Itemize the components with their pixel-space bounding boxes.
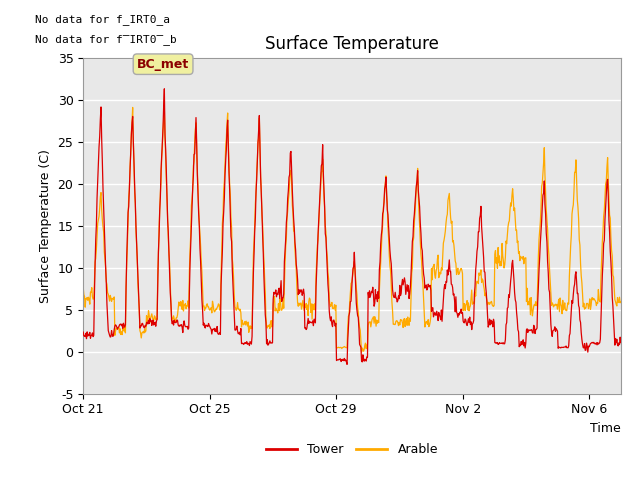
Text: No data for f̅IRT0̅_b: No data for f̅IRT0̅_b <box>35 34 177 45</box>
Legend: Tower, Arable: Tower, Arable <box>261 438 443 461</box>
Text: BC_met: BC_met <box>137 58 189 71</box>
X-axis label: Time: Time <box>590 422 621 435</box>
Y-axis label: Surface Temperature (C): Surface Temperature (C) <box>39 149 52 302</box>
Text: No data for f_IRT0_a: No data for f_IRT0_a <box>35 14 170 25</box>
Title: Surface Temperature: Surface Temperature <box>265 35 439 53</box>
